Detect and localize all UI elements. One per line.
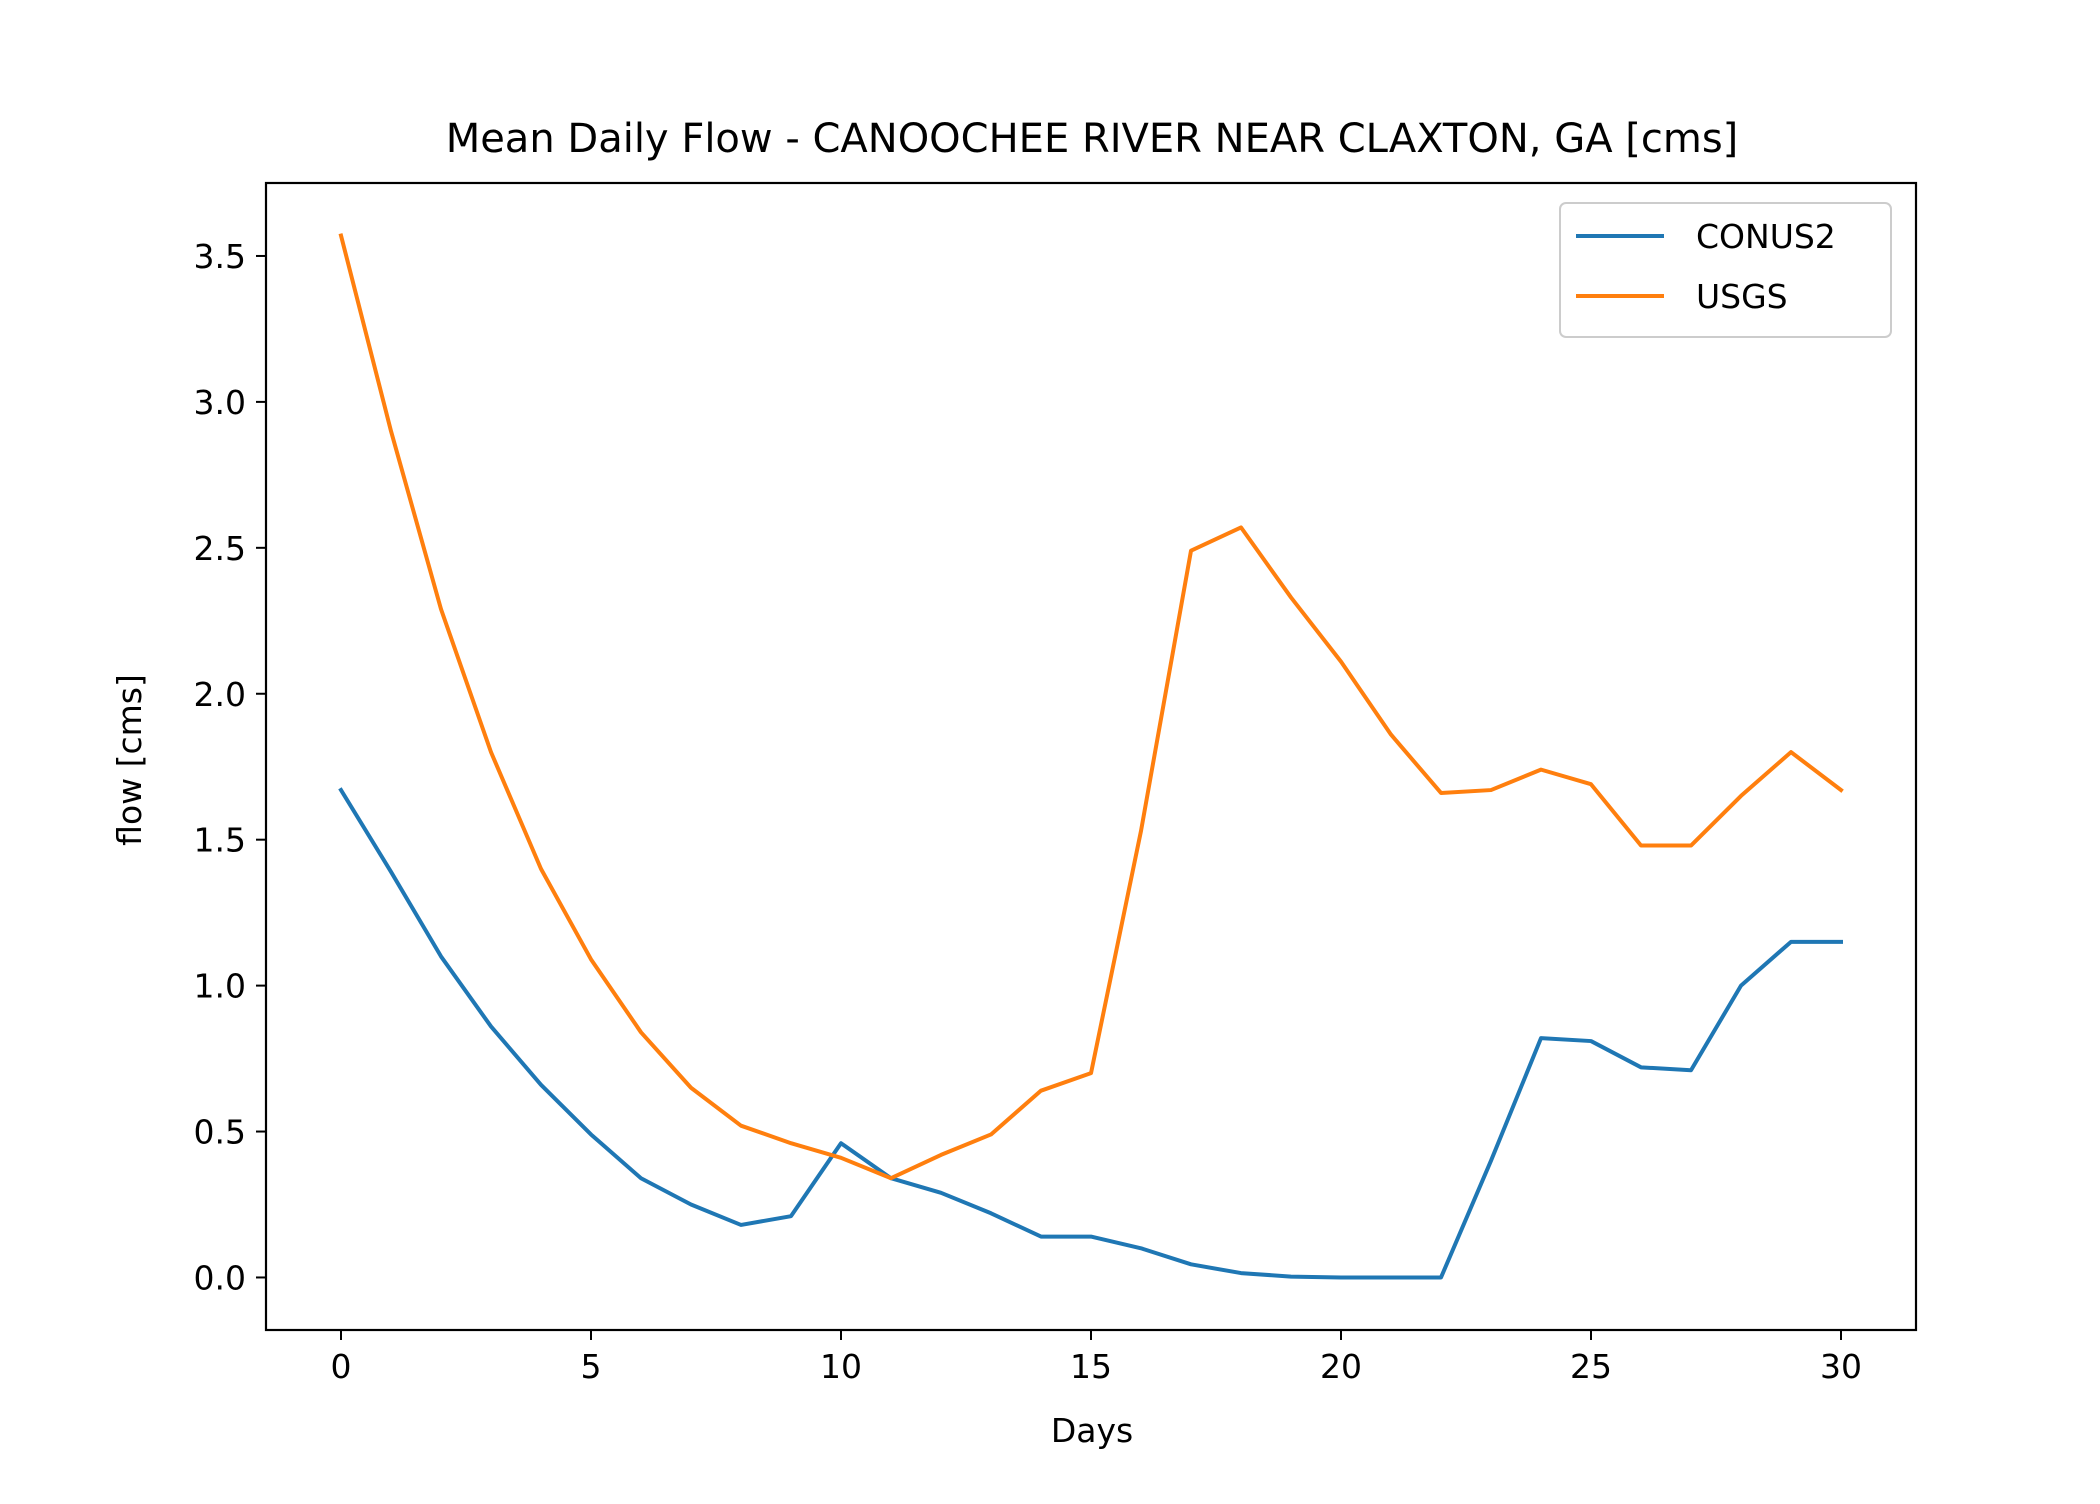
x-tick-label: 25 bbox=[1570, 1347, 1612, 1386]
chart-title: Mean Daily Flow - CANOOCHEE RIVER NEAR C… bbox=[446, 116, 1739, 162]
plot-area: 0 5 10 15 20 25 30 0.0 0.5 1.0 1.5 2.0 2.5 3.0 3.5 bbox=[194, 181, 1918, 1386]
y-tick-label: 2.5 bbox=[194, 529, 246, 568]
x-tick-label: 10 bbox=[820, 1347, 862, 1386]
legend-label-usgs: USGS bbox=[1696, 277, 1788, 316]
y-tick-label: 1.0 bbox=[194, 967, 246, 1006]
x-tick-label: 5 bbox=[581, 1347, 602, 1386]
x-tick-label: 30 bbox=[1820, 1347, 1862, 1386]
x-axis-label: Days bbox=[1051, 1411, 1133, 1450]
y-tick-label: 2.0 bbox=[194, 675, 246, 714]
series-line-conus2 bbox=[338, 787, 1843, 1280]
y-tick-label: 3.5 bbox=[194, 237, 246, 276]
x-tick-label: 20 bbox=[1320, 1347, 1362, 1386]
x-tick-label: 0 bbox=[331, 1347, 352, 1386]
y-axis-label: flow [cms] bbox=[110, 674, 149, 846]
y-tick-label: 0.5 bbox=[194, 1113, 246, 1152]
legend: CONUS2 USGS bbox=[1559, 202, 1892, 338]
legend-label-conus2: CONUS2 bbox=[1696, 217, 1836, 256]
y-tick-label: 1.5 bbox=[194, 821, 246, 860]
y-tick-label: 3.0 bbox=[194, 383, 246, 422]
series-line-usgs bbox=[338, 233, 1844, 1181]
x-tick-label: 15 bbox=[1070, 1347, 1112, 1386]
y-tick-label: 0.0 bbox=[194, 1258, 246, 1297]
